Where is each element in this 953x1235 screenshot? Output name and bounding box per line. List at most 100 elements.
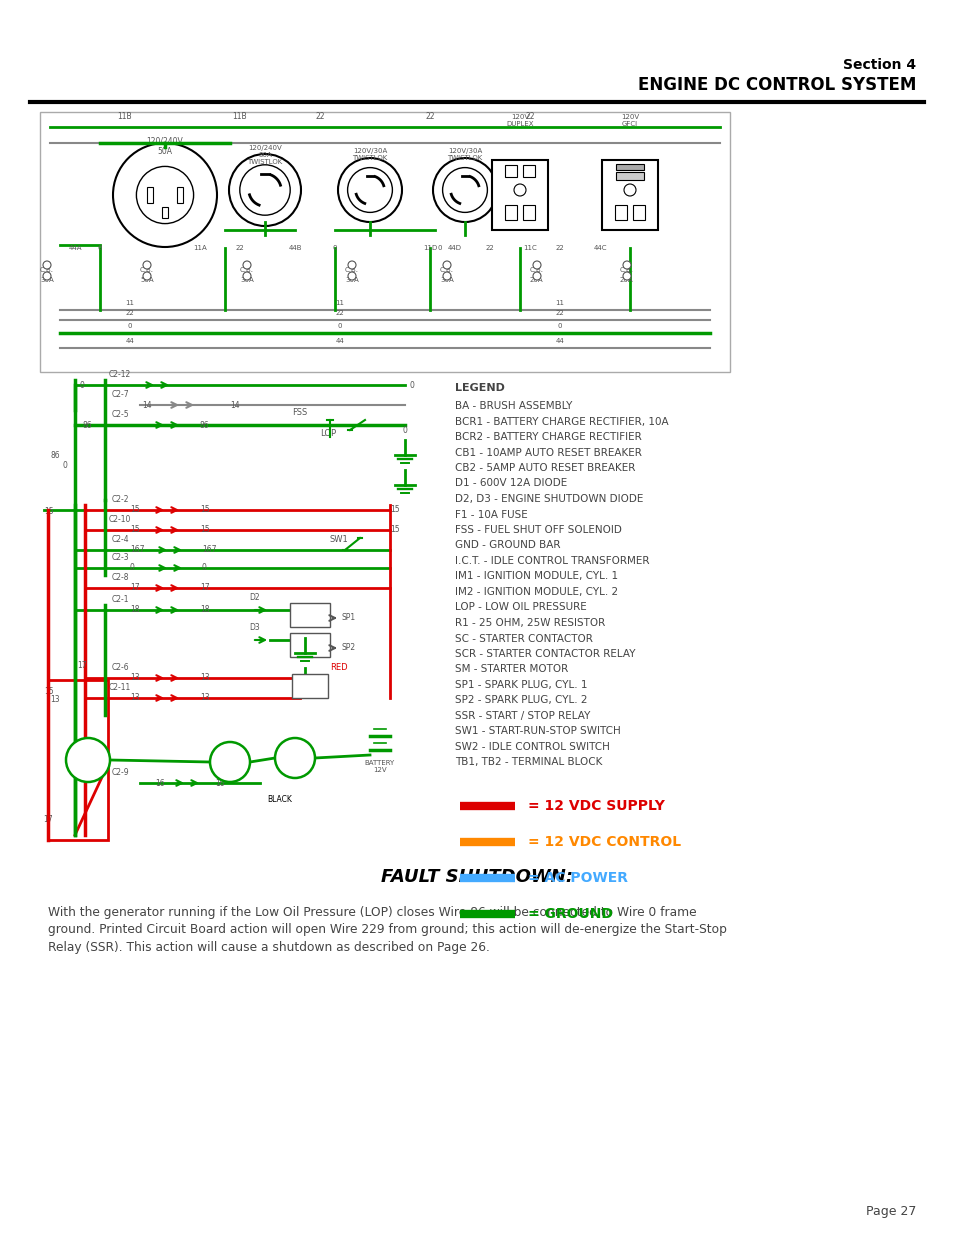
Text: C2-3: C2-3 — [112, 553, 129, 562]
Text: GND - GROUND BAR: GND - GROUND BAR — [455, 541, 560, 551]
Text: 120V
DUPLEX: 120V DUPLEX — [506, 114, 533, 127]
Bar — [504, 205, 517, 220]
Text: 30A: 30A — [439, 277, 454, 283]
Text: 44: 44 — [126, 338, 134, 345]
Text: D1 - 600V 12A DIODE: D1 - 600V 12A DIODE — [455, 478, 567, 489]
Text: C2-11: C2-11 — [109, 683, 131, 692]
Text: 11A: 11A — [193, 245, 207, 251]
Text: C.B.: C.B. — [140, 267, 153, 273]
Text: D2: D2 — [250, 593, 260, 601]
Text: 0: 0 — [337, 324, 342, 329]
Text: Page 27: Page 27 — [864, 1205, 915, 1218]
Bar — [292, 674, 328, 698]
Text: IM1: IM1 — [301, 610, 318, 620]
Circle shape — [514, 184, 525, 196]
Text: 22: 22 — [525, 112, 535, 121]
Circle shape — [347, 168, 392, 212]
Text: FAULT SHUTDOWN:: FAULT SHUTDOWN: — [380, 868, 573, 885]
Text: 16: 16 — [154, 778, 165, 788]
Text: 0: 0 — [402, 426, 407, 435]
Circle shape — [229, 154, 301, 226]
Text: R1 - 25 OHM, 25W RESISTOR: R1 - 25 OHM, 25W RESISTOR — [455, 618, 604, 629]
Bar — [522, 165, 535, 177]
Circle shape — [143, 272, 151, 280]
Text: 16: 16 — [214, 778, 224, 788]
Text: 44C: 44C — [593, 245, 606, 251]
Text: 18: 18 — [130, 605, 139, 615]
Circle shape — [442, 168, 487, 212]
Text: 167: 167 — [202, 546, 216, 555]
Circle shape — [337, 158, 401, 222]
Text: C.B.: C.B. — [439, 267, 454, 273]
Text: = 12 VDC CONTROL: = 12 VDC CONTROL — [527, 835, 680, 848]
Text: SM - STARTER MOTOR: SM - STARTER MOTOR — [455, 664, 568, 674]
Bar — [633, 205, 644, 220]
Bar — [48, 680, 108, 840]
Text: CB2 - 5AMP AUTO RESET BREAKER: CB2 - 5AMP AUTO RESET BREAKER — [455, 463, 635, 473]
Text: SP2 - SPARK PLUG, CYL. 2: SP2 - SPARK PLUG, CYL. 2 — [455, 695, 587, 705]
Text: 0: 0 — [333, 245, 337, 251]
Text: IM2 - IGNITION MODULE, CYL. 2: IM2 - IGNITION MODULE, CYL. 2 — [455, 587, 618, 597]
Text: 17: 17 — [43, 815, 52, 825]
Circle shape — [442, 261, 451, 269]
Text: BA - BRUSH ASSEMBLY: BA - BRUSH ASSEMBLY — [455, 401, 572, 411]
Text: 15: 15 — [130, 505, 139, 515]
Text: LOP: LOP — [319, 429, 335, 437]
Text: 0: 0 — [558, 324, 561, 329]
Text: BCR1 - BATTERY CHARGE RECTIFIER, 10A: BCR1 - BATTERY CHARGE RECTIFIER, 10A — [455, 416, 668, 426]
Text: 15: 15 — [130, 526, 139, 535]
Circle shape — [533, 272, 540, 280]
Text: C2-8: C2-8 — [112, 573, 129, 582]
Text: 44D: 44D — [448, 245, 461, 251]
Circle shape — [243, 272, 251, 280]
Text: BLACK: BLACK — [267, 795, 293, 804]
Text: Section 4: Section 4 — [842, 58, 915, 72]
Text: IM2: IM2 — [301, 641, 318, 650]
Circle shape — [243, 261, 251, 269]
Text: 22: 22 — [126, 310, 134, 316]
Text: C.B.: C.B. — [530, 267, 543, 273]
Text: I.C.T. - IDLE CONTROL TRANSFORMER: I.C.T. - IDLE CONTROL TRANSFORMER — [455, 556, 649, 566]
Text: 13: 13 — [200, 694, 210, 703]
Text: 167: 167 — [130, 546, 144, 555]
Circle shape — [210, 742, 250, 782]
Text: SP1 - SPARK PLUG, CYL. 1: SP1 - SPARK PLUG, CYL. 1 — [455, 680, 587, 690]
Text: 15: 15 — [200, 505, 210, 515]
Text: = GROUND: = GROUND — [527, 906, 612, 921]
Text: 18: 18 — [200, 605, 210, 615]
Text: 20A: 20A — [530, 277, 543, 283]
Text: 120/240V
50A: 120/240V 50A — [147, 137, 183, 157]
Text: 0: 0 — [130, 563, 134, 573]
Text: 0: 0 — [410, 380, 415, 389]
Bar — [601, 161, 658, 230]
Bar — [176, 188, 183, 203]
Text: 15: 15 — [200, 526, 210, 535]
Circle shape — [274, 739, 314, 778]
Text: SP1: SP1 — [341, 614, 355, 622]
Text: 22: 22 — [425, 112, 435, 121]
Text: 0: 0 — [128, 324, 132, 329]
Text: SW1: SW1 — [330, 535, 349, 543]
Bar — [147, 188, 152, 203]
Bar — [616, 164, 643, 170]
Text: 44: 44 — [555, 338, 564, 345]
Text: D3: D3 — [250, 622, 260, 632]
Text: SM: SM — [288, 753, 302, 762]
Text: SC: SC — [224, 757, 235, 767]
Text: BATTERY
12V: BATTERY 12V — [364, 760, 395, 773]
Text: 14: 14 — [142, 400, 152, 410]
Text: 44B: 44B — [288, 245, 301, 251]
Text: F1 - 10A FUSE: F1 - 10A FUSE — [455, 510, 527, 520]
Text: 17: 17 — [130, 583, 139, 593]
Text: CB1 - 10AMP AUTO RESET BREAKER: CB1 - 10AMP AUTO RESET BREAKER — [455, 447, 641, 457]
Text: 11: 11 — [126, 300, 134, 306]
Circle shape — [442, 272, 451, 280]
Text: 22: 22 — [555, 245, 564, 251]
Circle shape — [239, 164, 290, 215]
Text: 50A: 50A — [140, 277, 153, 283]
Text: BCR2 - BATTERY CHARGE RECTIFIER: BCR2 - BATTERY CHARGE RECTIFIER — [455, 432, 641, 442]
Text: 17: 17 — [77, 661, 87, 669]
Text: With the generator running if the Low Oil Pressure (LOP) closes Wire 86 will be : With the generator running if the Low Oi… — [48, 906, 696, 919]
Text: 13: 13 — [200, 673, 210, 683]
Text: SCR - STARTER CONTACTOR RELAY: SCR - STARTER CONTACTOR RELAY — [455, 650, 635, 659]
